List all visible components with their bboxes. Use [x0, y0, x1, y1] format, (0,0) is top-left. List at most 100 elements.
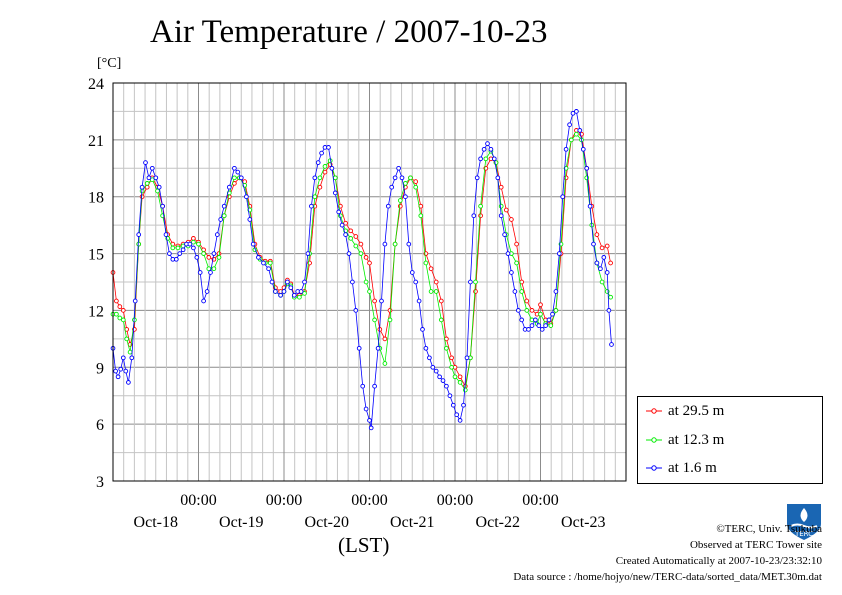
data-point [529, 308, 535, 313]
data-point [606, 308, 612, 313]
data-point [291, 292, 297, 298]
data-point [309, 203, 314, 209]
data-point [478, 213, 483, 219]
data-point [367, 418, 372, 423]
data-point [180, 247, 186, 253]
data-point [278, 292, 283, 298]
data-point [382, 336, 388, 342]
data-point [343, 232, 348, 237]
data-point [473, 289, 478, 294]
data-point [485, 141, 490, 146]
legend-label: at 29.5 m [668, 402, 725, 419]
data-point [348, 228, 354, 234]
data-point [387, 308, 393, 313]
data-point [312, 175, 318, 181]
data-point [363, 279, 369, 285]
data-point [317, 184, 323, 190]
data-point [505, 251, 511, 256]
data-point [503, 207, 509, 213]
data-point [574, 109, 579, 114]
series-3 [110, 109, 614, 431]
data-point [483, 156, 489, 162]
data-point [449, 355, 454, 361]
data-point [285, 279, 290, 285]
data-point [191, 236, 196, 241]
data-point [367, 289, 372, 294]
data-point [117, 315, 123, 321]
data-point [608, 260, 613, 266]
created-text: Created Automatically at 2007-10-23/23:3… [615, 555, 822, 567]
data-point [139, 184, 145, 190]
y-tick-label: 15 [88, 247, 104, 264]
data-point [379, 298, 384, 304]
data-point [353, 308, 359, 313]
data-point [302, 291, 307, 296]
data-point [502, 232, 507, 237]
data-point [196, 241, 201, 247]
data-point [312, 194, 318, 200]
data-point [329, 165, 335, 171]
data-point [368, 425, 374, 431]
data-point [403, 181, 408, 186]
data-point [305, 251, 311, 256]
data-point [457, 380, 463, 385]
data-point [288, 285, 294, 291]
data-source-text: Data source : /home/hojyo/new/TERC-data/… [513, 571, 822, 583]
data-point [397, 203, 403, 209]
data-point [420, 327, 425, 332]
data-point [332, 190, 338, 196]
data-point [389, 184, 395, 190]
data-point [536, 323, 542, 328]
data-point [129, 355, 135, 361]
data-point [570, 110, 576, 116]
legend-swatch-blue [646, 465, 662, 471]
data-point [146, 175, 152, 181]
data-point [363, 406, 369, 412]
data-point [580, 146, 586, 152]
credits: ©TERC, Univ. Tsukuba Observed at TERC To… [513, 521, 822, 585]
data-point [315, 160, 321, 165]
x-tick-label: 00:00 [266, 492, 302, 509]
data-point [173, 256, 179, 262]
data-point [114, 298, 119, 304]
data-point [438, 317, 444, 323]
data-point [538, 311, 543, 317]
data-point [428, 289, 434, 294]
data-point [514, 260, 519, 266]
data-point [113, 368, 118, 374]
data-point [115, 374, 121, 380]
data-point [563, 175, 569, 181]
data-point [356, 345, 362, 351]
data-point [450, 402, 456, 408]
x-date-label: Oct-20 [305, 514, 349, 531]
data-point [238, 175, 244, 181]
y-axis-unit: [°C] [97, 56, 122, 71]
legend-swatch-green [646, 437, 662, 443]
legend-label: at 12.3 m [668, 431, 725, 448]
data-point [495, 175, 501, 181]
data-point [124, 336, 130, 342]
data-point [423, 260, 429, 266]
data-point [509, 217, 514, 222]
data-point [322, 169, 328, 175]
data-point [556, 251, 562, 256]
data-point [399, 175, 405, 181]
data-point [574, 131, 579, 137]
data-point [350, 279, 355, 285]
data-point [256, 255, 261, 260]
data-point [512, 289, 518, 294]
data-point [358, 251, 364, 256]
data-point [201, 251, 206, 256]
data-point [454, 412, 460, 418]
data-point [560, 194, 566, 200]
data-point [461, 402, 466, 408]
data-point [553, 308, 559, 313]
data-point [568, 137, 574, 143]
data-point [149, 165, 155, 171]
data-point [267, 260, 273, 266]
y-tick-label: 3 [96, 474, 104, 491]
data-point [191, 245, 196, 251]
data-point [187, 241, 193, 247]
data-point [269, 279, 275, 285]
data-point [440, 378, 446, 383]
